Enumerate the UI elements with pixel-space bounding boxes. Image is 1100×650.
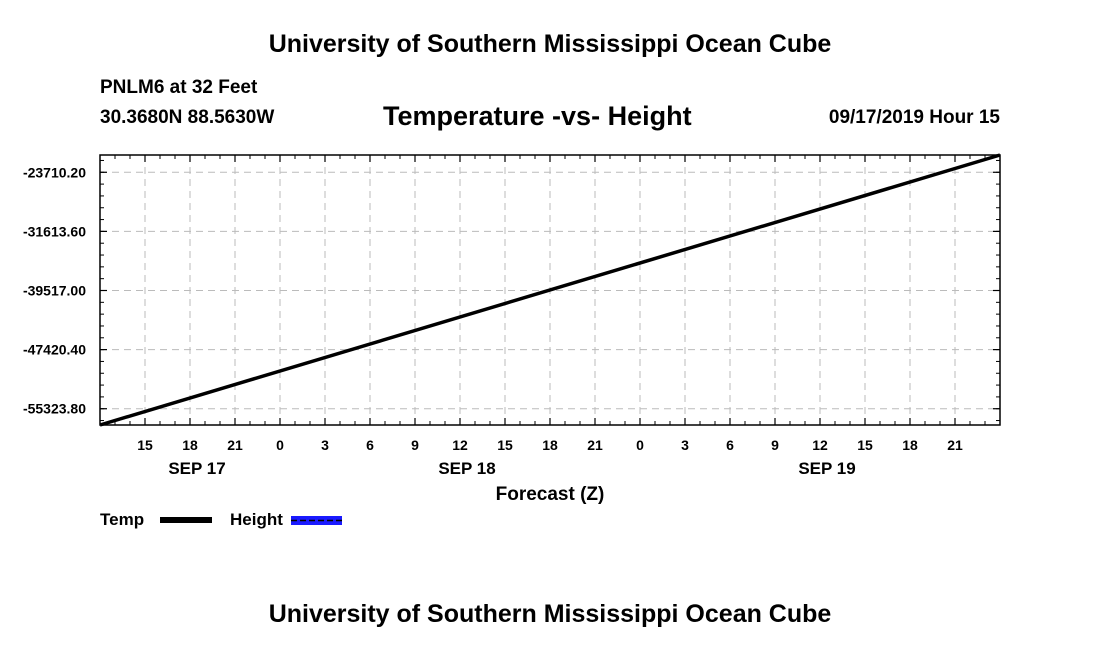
x-tick-label: 21 bbox=[947, 437, 963, 453]
x-tick-label: 21 bbox=[227, 437, 243, 453]
x-tick-label: 9 bbox=[411, 437, 419, 453]
x-tick-label: 12 bbox=[812, 437, 828, 453]
top-title: University of Southern Mississippi Ocean… bbox=[268, 30, 832, 58]
x-tick-label: 3 bbox=[321, 437, 329, 453]
x-tick-label: 18 bbox=[902, 437, 918, 453]
date-label: SEP 18 bbox=[438, 459, 495, 478]
x-tick-label: 0 bbox=[276, 437, 284, 453]
datetime-label: 09/17/2019 Hour 15 bbox=[828, 107, 1000, 128]
x-tick-label: 18 bbox=[542, 437, 558, 453]
date-labels: SEP 17 SEP 18 SEP 19 bbox=[168, 459, 855, 478]
x-tick-label: 12 bbox=[452, 437, 468, 453]
x-tick-label: 18 bbox=[182, 437, 198, 453]
x-axis-labels: 15 18 21 0 3 6 9 12 15 18 21 0 3 6 9 12 15 18 21 bbox=[137, 437, 963, 453]
chart-title: Temperature -vs- Height bbox=[383, 101, 692, 131]
x-tick-label: 15 bbox=[137, 437, 153, 453]
series-line-temp bbox=[99, 153, 1001, 427]
y-tick-label: -23710.20 bbox=[23, 164, 86, 180]
x-tick-label: 9 bbox=[771, 437, 779, 453]
x-tick-label: 0 bbox=[636, 437, 644, 453]
date-label: SEP 17 bbox=[168, 459, 225, 478]
y-axis-labels: -55323.80 -47420.40 -39517.00 -31613.60 -237… bbox=[23, 164, 86, 416]
x-tick-label: 21 bbox=[587, 437, 603, 453]
x-tick-label: 3 bbox=[681, 437, 689, 453]
x-tick-label: 15 bbox=[497, 437, 513, 453]
axis-ticks bbox=[99, 155, 1001, 425]
y-tick-label: -47420.40 bbox=[23, 342, 86, 358]
x-tick-label: 6 bbox=[366, 437, 374, 453]
legend-temp-label: Temp bbox=[100, 510, 144, 529]
date-label: SEP 19 bbox=[798, 459, 855, 478]
x-tick-label: 6 bbox=[726, 437, 734, 453]
y-tick-label: -31613.60 bbox=[23, 223, 86, 239]
x-axis-title: Forecast (Z) bbox=[496, 484, 605, 505]
coordinates-label: 30.3680N 88.5630W bbox=[100, 107, 275, 128]
station-label: PNLM6 at 32 Feet bbox=[100, 77, 258, 98]
y-tick-label: -39517.00 bbox=[23, 283, 86, 299]
series-lines bbox=[99, 153, 1001, 427]
y-tick-label: -55323.80 bbox=[23, 401, 86, 417]
bottom-title: University of Southern Mississippi Ocean… bbox=[268, 600, 832, 628]
x-tick-label: 15 bbox=[857, 437, 873, 453]
legend-height-swatch bbox=[291, 516, 342, 525]
legend-height-label: Height bbox=[230, 510, 283, 529]
